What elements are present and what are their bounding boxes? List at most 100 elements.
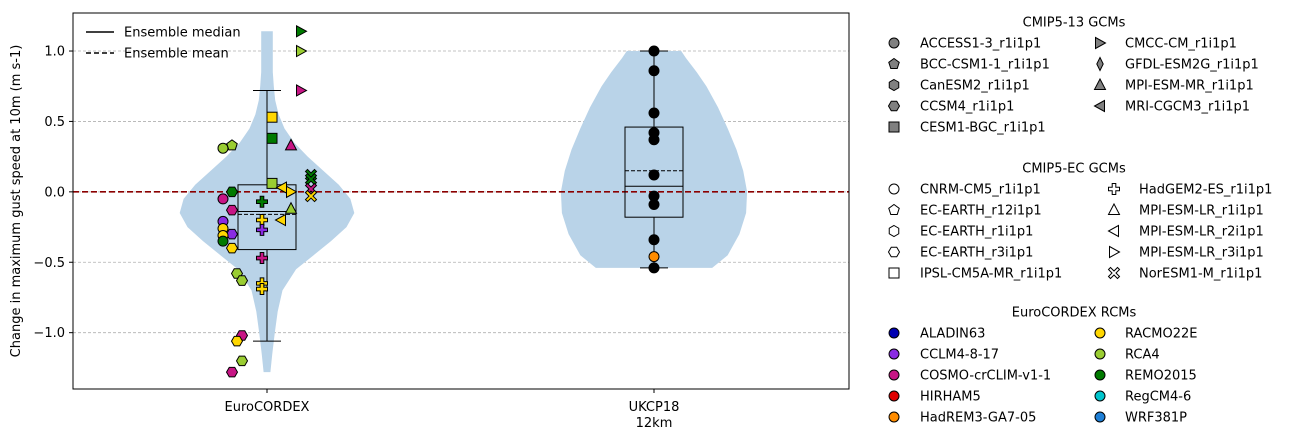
y-axis-ticks: −1.0 −0.5 0.0 0.5 1.0 — [33, 45, 73, 341]
legend-item-label: HadREM3-GA7-05 — [920, 411, 1036, 426]
data-point — [266, 111, 278, 123]
legend-marker — [1094, 348, 1106, 360]
data-point — [256, 195, 268, 208]
violin-ukcp18 — [560, 51, 748, 268]
legend-item-label: REMO2015 — [1125, 369, 1197, 384]
plot-frame — [72, 12, 850, 390]
legend-marker — [1107, 266, 1121, 280]
data-point — [235, 275, 249, 286]
y-axis-label: Change in maximum gust speed at 10m (m s… — [9, 45, 24, 358]
legend-item-label: MRI-CGCM3_r1i1p1 — [1125, 100, 1250, 115]
legend-marker — [1094, 327, 1106, 339]
legend-item-label: RCA4 — [1125, 348, 1160, 363]
legend-marker — [888, 37, 900, 49]
legend-marker — [1108, 183, 1120, 195]
legend-item-label: CanESM2_r1i1p1 — [920, 79, 1030, 94]
box-iqr — [624, 126, 684, 218]
legend-label: Ensemble mean — [124, 47, 229, 62]
legend-group-title: CMIP5-EC GCMs — [1022, 162, 1126, 177]
legend-item-label: RegCM4-6 — [1125, 390, 1191, 405]
data-point — [225, 204, 239, 216]
data-point — [256, 283, 268, 296]
legend-marker — [1109, 245, 1121, 259]
legend-marker — [888, 121, 900, 133]
legend-marker — [888, 390, 900, 402]
boxplot-eurocordex — [237, 89, 297, 342]
data-point — [256, 252, 268, 265]
legend-marker — [1095, 36, 1107, 50]
legend-item-label: MPI-ESM-LR_r3i1p1 — [1139, 246, 1264, 261]
legend-item-label: CNRM-CM5_r1i1p1 — [920, 183, 1041, 198]
legend-marker — [887, 246, 901, 258]
legend-item-label: CCSM4_r1i1p1 — [920, 100, 1014, 115]
legend-item-label: ACCESS1-3_r1i1p1 — [920, 37, 1041, 52]
data-point — [304, 189, 318, 203]
legend-item-label: WRF381P — [1125, 411, 1187, 426]
data-point — [217, 235, 229, 247]
x-tick-sublabel: 12km — [636, 416, 673, 431]
data-point — [284, 201, 298, 214]
legend-item-label: IPSL-CM5A-MR_r1i1p1 — [920, 267, 1062, 282]
legend-marker — [1094, 369, 1106, 381]
inner-legend: Ensemble median Ensemble mean — [86, 26, 241, 62]
legend-marker — [888, 327, 900, 339]
legend-item-label: HadGEM2-ES_r1i1p1 — [1139, 183, 1272, 198]
data-point — [648, 199, 660, 211]
legend-item-label: CMCC-CM_r1i1p1 — [1125, 37, 1237, 52]
legend-marker — [888, 348, 900, 360]
data-point — [648, 107, 660, 119]
legend-item-label: ALADIN63 — [920, 327, 985, 342]
data-point — [217, 142, 229, 154]
data-point — [225, 186, 239, 198]
legend-marker — [1094, 390, 1106, 402]
y-tick-label: 0.0 — [44, 185, 65, 200]
legend-marker — [1096, 56, 1104, 72]
legend-item-label: MPI-ESM-MR_r1i1p1 — [1125, 79, 1254, 94]
legend-marker — [887, 100, 901, 112]
data-points — [217, 24, 660, 378]
data-point — [266, 177, 278, 189]
legend-marker — [1093, 77, 1107, 90]
legend-item-label: CESM1-BGC_r1i1p1 — [920, 121, 1046, 136]
data-point — [296, 44, 308, 58]
data-point — [286, 185, 298, 199]
legend-item-label: BCC-CSM1-1_r1i1p1 — [920, 58, 1050, 73]
legend-item-label: RACMO22E — [1125, 327, 1197, 342]
legend-item-label: EC-EARTH_r1i1p1 — [920, 225, 1033, 240]
x-tick-label: UKCP18 — [629, 400, 680, 415]
legend-marker — [888, 78, 900, 92]
legend-marker — [1107, 224, 1119, 238]
legend-item-label: COSMO-crCLIM-v1-1 — [920, 369, 1051, 384]
legend-marker — [888, 224, 900, 238]
legend-item-label: NorESM1-M_r1i1p1 — [1139, 267, 1262, 282]
legend-label: Ensemble median — [124, 26, 241, 41]
y-tick-label: 0.5 — [44, 115, 65, 130]
data-point — [648, 65, 660, 77]
data-point — [266, 132, 278, 144]
data-point — [274, 213, 286, 227]
legend-item-label: HIRHAM5 — [920, 390, 981, 405]
data-point — [648, 262, 660, 274]
legend-item-label: MPI-ESM-LR_r1i1p1 — [1139, 204, 1264, 219]
data-point — [296, 84, 308, 97]
legend-item-label: EC-EARTH_r3i1p1 — [920, 246, 1033, 261]
data-point — [648, 134, 660, 146]
legend-item-label: GFDL-ESM2G_r1i1p1 — [1125, 58, 1259, 73]
data-point — [256, 223, 268, 236]
data-point — [296, 24, 308, 38]
data-point — [648, 45, 660, 57]
legend-marker — [888, 267, 900, 279]
data-point — [217, 193, 229, 205]
legend-marker — [888, 369, 900, 381]
legend: CMIP5-13 GCMs ACCESS1-3_r1i1p1 BCC-CSM1-1_… — [887, 16, 1272, 426]
legend-group-title: CMIP5-13 GCMs — [1023, 16, 1126, 31]
data-point — [225, 242, 239, 254]
legend-marker — [888, 57, 900, 69]
y-tick-label: −1.0 — [33, 326, 65, 341]
data-point — [226, 139, 238, 151]
legend-marker — [1094, 411, 1106, 423]
data-point — [648, 169, 660, 181]
x-tick-label: EuroCORDEX — [225, 400, 310, 415]
